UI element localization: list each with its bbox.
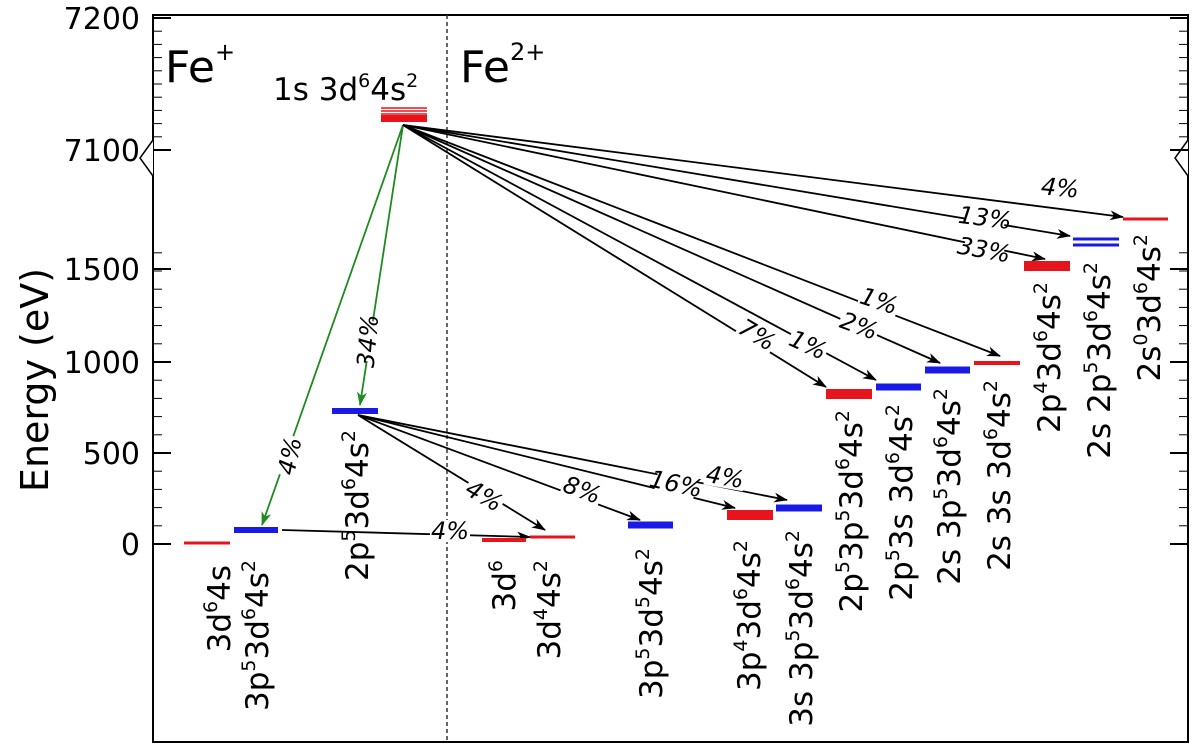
y-axis-tick-labels: 0 500 1000 1500 7100 7200 bbox=[64, 2, 140, 563]
pct-label-bg bbox=[836, 308, 882, 344]
branching-ratio-label: 4% bbox=[461, 474, 508, 517]
branching-ratio-label: 7% bbox=[733, 313, 780, 357]
level-label-fe2-3p4-3d6-4s2: 3p43d64s2 bbox=[730, 540, 768, 691]
level-label-fe2-3p5-3d5-4s2: 3p53d54s2 bbox=[632, 548, 670, 699]
pct-label-bg bbox=[785, 326, 831, 364]
level-label-fe2-2p5-3s-3d6-4s2: 2p53s 3d64s2 bbox=[882, 404, 920, 601]
pct-label-bg bbox=[559, 472, 605, 508]
level-label-fe1-3p5-3d6-4s2: 3p53d64s2 bbox=[238, 560, 276, 711]
branching-ratio-label: 4% bbox=[272, 434, 307, 477]
transition-arrow bbox=[281, 529, 531, 542]
ion-label-fe-2plus: Fe2+ bbox=[460, 38, 545, 93]
tick-label: 500 bbox=[83, 437, 140, 472]
transition-arrow bbox=[402, 124, 1046, 262]
tick-label: 1500 bbox=[64, 253, 140, 288]
branching-ratio-label: 4% bbox=[431, 517, 469, 545]
tick-label: 7100 bbox=[64, 134, 140, 169]
level-label-fe1-2p5-3d6-4s2: 2p53d64s2 bbox=[338, 430, 376, 581]
branching-ratio-label: 33% bbox=[955, 232, 1012, 269]
level-label-fe2-2p5-3p5-3d6-4s2: 2p53p53d64s2 bbox=[832, 410, 870, 612]
level-label-fe2-2p4-3d6-4s2: 2p43d64s2 bbox=[1030, 282, 1068, 433]
level-label-fe2-3s-3p5-3d6-4s2: 3s 3p53d64s2 bbox=[782, 530, 820, 727]
branching-ratio-label: 1% bbox=[785, 324, 831, 365]
pct-label-bg bbox=[856, 284, 902, 318]
pct-label-bg bbox=[1039, 175, 1081, 201]
branching-ratio-label: 4% bbox=[1040, 172, 1080, 203]
axis-break-right bbox=[1174, 139, 1189, 177]
branching-ratio-label: 13% bbox=[957, 201, 1013, 235]
y-axis-title: Energy (eV) bbox=[13, 268, 57, 492]
y-axis-ticks bbox=[153, 17, 1188, 545]
pct-label-bg bbox=[275, 434, 305, 478]
transition-arrow bbox=[402, 124, 1071, 239]
transition-arrow bbox=[357, 414, 546, 531]
branching-ratio-label: 34% bbox=[352, 313, 385, 369]
level-label-fe2-2s-2p5-3d6-4s2: 2s 2p53d64s2 bbox=[1080, 262, 1118, 459]
pct-label-bg bbox=[734, 315, 780, 355]
pct-label-bg bbox=[430, 520, 470, 542]
level-label-fe2-2s0-3d6-4s2: 2s03d64s2 bbox=[1130, 234, 1168, 381]
branching-ratio-label: 4% bbox=[704, 460, 746, 494]
initial-state: 1s 3d64s2 bbox=[273, 70, 427, 122]
ion-label-fe-plus: Fe+ bbox=[165, 38, 235, 93]
axis-break-left bbox=[139, 139, 154, 177]
tick-label: 0 bbox=[121, 528, 140, 563]
pct-label-bg bbox=[355, 320, 381, 362]
tick-label: 1000 bbox=[64, 346, 140, 381]
transition-arrow bbox=[402, 124, 1124, 221]
branching-ratio-labels: 4%34%4% 8% 16%4%4%7% 1% 2%1%33%13%4% bbox=[272, 172, 1081, 545]
level-label-fe1-3d6-4s: 3d64s bbox=[200, 565, 238, 652]
pct-label-bg bbox=[703, 462, 747, 492]
pct-label-bg bbox=[963, 204, 1007, 232]
plot-frame bbox=[152, 14, 1189, 743]
level-label-fe2-3d4-4s2: 3d44s2 bbox=[530, 560, 568, 659]
initial-state-label: 1s 3d64s2 bbox=[273, 70, 418, 108]
level-label-fe2-2s-3p5-3d6-4s2: 2s 3p53d64s2 bbox=[930, 388, 968, 585]
level-label-fe2-2s-3s-3d6-4s2: 2s 3s 3d64s2 bbox=[980, 380, 1018, 571]
pct-label-bg bbox=[461, 476, 507, 516]
energy-levels bbox=[184, 217, 1168, 545]
level-label-fe2-3d6: 3d6 bbox=[485, 560, 523, 612]
branching-ratio-label: 16% bbox=[647, 465, 705, 503]
tick-label: 7200 bbox=[64, 2, 140, 37]
pct-label-bg bbox=[962, 235, 1006, 265]
transition-arrow bbox=[402, 124, 1001, 357]
pct-label-bg bbox=[654, 469, 698, 499]
